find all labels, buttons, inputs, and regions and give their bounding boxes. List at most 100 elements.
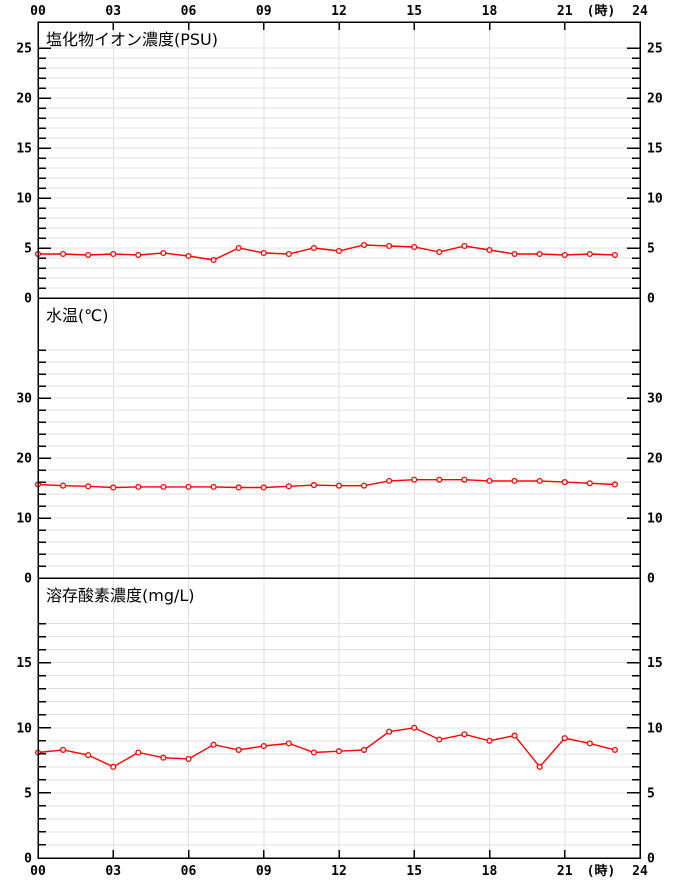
data-point [436, 476, 443, 483]
panel-title-1: 水温(℃) [46, 306, 108, 325]
data-point [160, 249, 167, 257]
data-point [536, 763, 543, 770]
data-point [411, 476, 418, 483]
data-point [536, 477, 543, 484]
y-axis-label-right: 0 [647, 852, 655, 867]
y-axis-label-right: 5 [647, 786, 655, 801]
data-point [160, 483, 167, 490]
data-point [85, 752, 92, 759]
x-axis-label-bottom: 12 [331, 864, 347, 879]
data-point [586, 740, 593, 747]
data-point [110, 763, 117, 770]
y-axis-label-right: 0 [647, 572, 655, 587]
data-point [486, 246, 493, 254]
y-axis-label-left: 20 [16, 452, 32, 467]
y-axis-label-right: 10 [647, 192, 663, 207]
data-point [586, 480, 593, 487]
data-point [436, 248, 443, 256]
data-point [85, 483, 92, 490]
x-axis-label-top: 09 [256, 4, 272, 19]
x-axis-label-bottom: 15 [406, 864, 422, 879]
data-point [461, 242, 468, 250]
data-point [235, 244, 242, 252]
data-point [285, 740, 292, 747]
data-layer [34, 241, 618, 770]
y-axis-label-left: 0 [24, 572, 32, 587]
data-point [611, 481, 618, 488]
y-axis-label-right: 0 [647, 292, 655, 307]
data-point [486, 737, 493, 744]
data-point [386, 477, 393, 484]
data-point [611, 251, 618, 259]
y-axis-label-right: 20 [647, 92, 663, 107]
data-point [210, 483, 217, 490]
data-point [135, 483, 142, 490]
x-axis-label-top: 24 [632, 4, 648, 19]
x-axis-unit-bottom: (時) [587, 863, 616, 879]
y-axis-label-left: 10 [16, 512, 32, 527]
data-point [611, 746, 618, 753]
data-point [235, 746, 242, 753]
data-line-2 [37, 727, 616, 768]
data-point [310, 482, 317, 489]
data-point [411, 243, 418, 251]
y-axis-label-left: 25 [16, 42, 32, 57]
gridlines-layer [38, 22, 640, 858]
y-axis-label-right: 30 [647, 392, 663, 407]
y-axis-label-left: 15 [16, 142, 32, 157]
x-axis-label-bottom: 24 [632, 864, 648, 879]
x-axis-label-top: 21 [557, 4, 573, 19]
data-point [411, 724, 418, 731]
y-axis-label-left: 0 [24, 292, 32, 307]
data-point [561, 735, 568, 742]
data-point [586, 250, 593, 258]
data-point [511, 477, 518, 484]
data-point [335, 247, 343, 255]
panel-title-2: 溶存酸素濃度(mg/L) [46, 586, 195, 605]
data-point [536, 250, 543, 258]
x-axis-label-bottom: 18 [482, 864, 498, 879]
data-point [561, 479, 568, 486]
data-point [185, 755, 192, 763]
x-axis-label-bottom: 21 [557, 864, 573, 879]
x-axis-unit-top: (時) [587, 3, 616, 19]
data-point [210, 256, 217, 264]
x-axis-label-bottom: 06 [181, 864, 197, 879]
data-point [310, 244, 317, 252]
y-axis-label-left: 20 [16, 92, 32, 107]
data-point [436, 736, 443, 743]
data-point [310, 749, 317, 756]
data-point [511, 732, 518, 739]
data-point [60, 250, 67, 258]
data-point [135, 749, 142, 756]
y-axis-label-left: 30 [16, 392, 32, 407]
y-axis-label-left: 5 [24, 242, 32, 257]
data-point [60, 482, 67, 489]
data-point [260, 742, 267, 750]
y-axis-label-right: 5 [647, 242, 655, 257]
x-axis-label-bottom: 00 [30, 864, 46, 879]
data-point [285, 483, 292, 490]
axes-layer [37, 21, 641, 859]
data-point [386, 728, 393, 735]
data-point [361, 482, 368, 489]
panel-title-0: 塩化物イオン濃度(PSU) [46, 30, 218, 49]
data-point [260, 249, 267, 257]
data-point [185, 252, 192, 260]
data-point [260, 484, 267, 491]
y-axis-label-right: 10 [647, 512, 663, 527]
y-axis-label-left: 0 [24, 852, 32, 867]
data-point [361, 746, 368, 753]
x-axis-label-bottom: 09 [256, 864, 272, 879]
data-point [135, 251, 142, 259]
data-point [110, 484, 117, 491]
y-axis-label-right: 10 [647, 721, 663, 736]
data-point [335, 482, 343, 489]
data-point [210, 741, 217, 748]
y-axis-label-right: 25 [647, 42, 663, 57]
x-axis-label-top: 06 [181, 4, 197, 19]
x-axis-label-top: 03 [105, 4, 121, 19]
